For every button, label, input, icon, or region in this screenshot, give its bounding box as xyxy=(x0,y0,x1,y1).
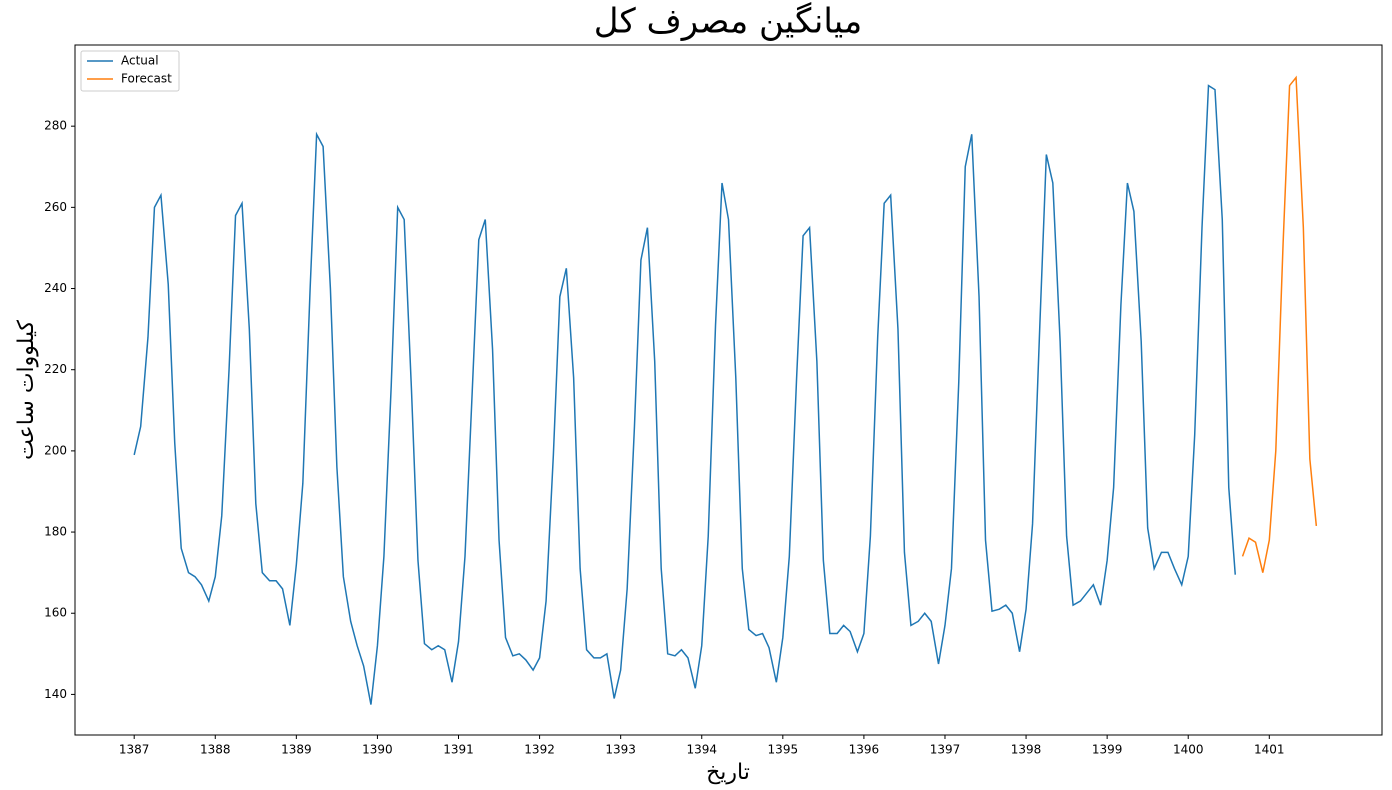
y-tick-label: 140 xyxy=(44,687,67,701)
chart-title: میانگین مصرف کل xyxy=(594,2,862,42)
legend-label: Forecast xyxy=(121,72,172,86)
x-tick-label: 1400 xyxy=(1173,743,1204,757)
plot-frame xyxy=(74,44,1383,736)
x-axis-label: تاریخ xyxy=(706,760,750,785)
x-tick-label: 1401 xyxy=(1254,743,1285,757)
x-tick-label: 1392 xyxy=(524,743,555,757)
legend-label: Actual xyxy=(121,54,159,68)
y-tick-label: 200 xyxy=(44,443,67,457)
y-tick-label: 260 xyxy=(44,200,67,214)
x-tick-label: 1394 xyxy=(686,743,717,757)
x-tick-label: 1398 xyxy=(1011,743,1042,757)
x-tick-label: 1397 xyxy=(930,743,961,757)
x-tick-label: 1389 xyxy=(281,743,312,757)
y-tick-label: 180 xyxy=(44,525,67,539)
y-tick-label: 220 xyxy=(44,362,67,376)
x-tick-label: 1390 xyxy=(362,743,393,757)
x-tick-label: 1395 xyxy=(768,743,799,757)
x-tick-label: 1393 xyxy=(605,743,636,757)
x-tick-label: 1391 xyxy=(443,743,474,757)
data-line xyxy=(1241,75,1318,573)
x-tick-label: 1387 xyxy=(119,743,150,757)
x-tick-label: 1396 xyxy=(849,743,880,757)
x-tick-label: 1399 xyxy=(1092,743,1123,757)
y-tick-label: 240 xyxy=(44,281,67,295)
y-axis-label: کیلووات ساعت xyxy=(14,319,39,460)
x-tick-label: 1388 xyxy=(200,743,231,757)
y-tick-label: 280 xyxy=(44,119,67,133)
y-tick-label: 160 xyxy=(44,606,67,620)
data-line xyxy=(133,84,1236,705)
